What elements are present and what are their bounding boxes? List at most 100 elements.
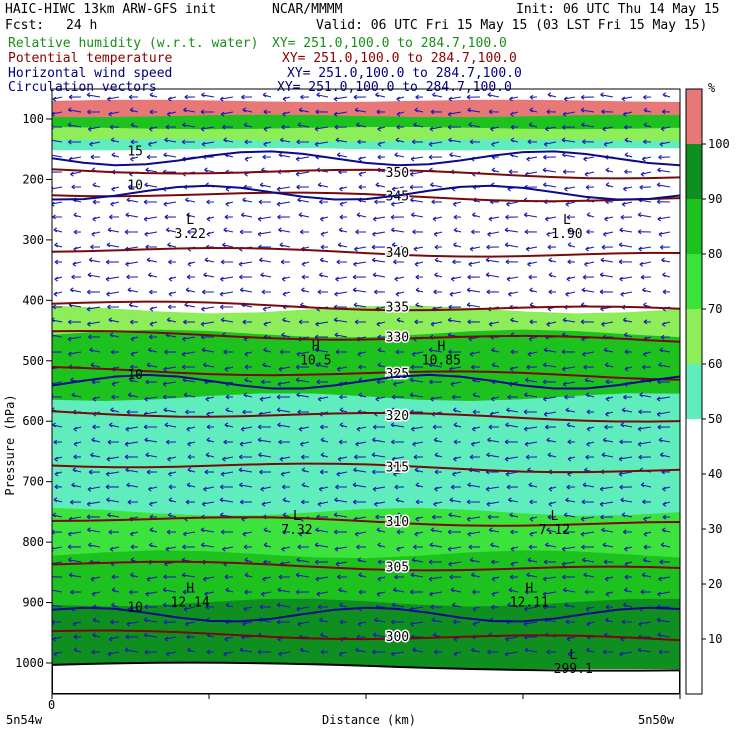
wind-vector [86, 501, 101, 507]
wind-vector [491, 347, 500, 353]
wind-vector [186, 426, 196, 432]
wind-vector [429, 379, 443, 385]
wind-vector [376, 109, 386, 115]
wind-vector [453, 227, 462, 233]
wind-vector [70, 171, 82, 177]
wind-vector [372, 632, 386, 638]
wind-vector [605, 167, 614, 173]
wind-vector [658, 362, 671, 368]
wind-vector [224, 422, 234, 428]
colorbar-segment [686, 474, 702, 530]
wind-vector [53, 497, 63, 503]
wind-vector [393, 259, 405, 265]
wind-vector [295, 572, 310, 578]
theta-line [52, 191, 680, 203]
wind-vector [526, 572, 538, 578]
wind-vector [490, 126, 500, 132]
wind-vector [433, 649, 443, 655]
wind-vector [377, 576, 386, 582]
wind-vector [485, 486, 500, 492]
wind-vector [301, 482, 310, 488]
wind-vector [469, 454, 481, 460]
wind-vector [472, 409, 481, 415]
wind-vector [277, 587, 291, 593]
wind-vector [337, 456, 348, 462]
wind-vector [244, 377, 253, 383]
wind-vector [619, 651, 633, 657]
wind-vector [505, 422, 519, 428]
wind-vector [261, 379, 272, 385]
wind-vector [110, 619, 120, 625]
wind-vector [581, 122, 595, 128]
wind-vector [87, 486, 101, 492]
y-tick-label: 900 [22, 596, 44, 610]
wind-vector [219, 96, 234, 102]
wind-vector [222, 242, 234, 248]
wind-vector [620, 422, 633, 428]
wind-vector [395, 349, 405, 355]
isotach-label: 15 [127, 144, 143, 159]
wind-vector [239, 647, 253, 653]
wind-vector [413, 454, 424, 460]
wind-vector [543, 559, 557, 565]
wind-vector [637, 441, 652, 447]
wind-vector [543, 362, 557, 368]
wind-vector [529, 531, 538, 537]
wind-vector [391, 439, 405, 445]
wind-vector [316, 92, 329, 98]
wind-vector [296, 184, 310, 190]
wind-vector [585, 454, 595, 460]
wind-vector [200, 542, 215, 548]
wind-vector [586, 621, 595, 627]
wind-vector [244, 139, 253, 145]
wind-vector [315, 362, 329, 368]
wind-vector [584, 261, 595, 267]
x-zero-label: 0 [48, 698, 55, 712]
wind-vector [69, 287, 82, 293]
wind-vector [547, 244, 557, 250]
wind-vector [450, 484, 462, 490]
wind-vector [111, 186, 120, 192]
wind-vector [413, 122, 424, 128]
theta-line [52, 329, 680, 343]
wind-vector [510, 529, 519, 535]
extremum-type: L [293, 509, 301, 524]
wind-vector [504, 242, 519, 248]
wind-vector [563, 512, 576, 518]
wind-vector [581, 499, 595, 505]
wind-vector [523, 212, 538, 218]
wind-vector [67, 122, 82, 128]
wind-vector [658, 437, 671, 443]
wind-vector [149, 126, 158, 132]
wind-vector [659, 141, 671, 147]
wind-vector [125, 212, 139, 218]
wind-vector [335, 484, 348, 490]
wind-vector [567, 259, 576, 265]
extremum-type: H [525, 582, 533, 597]
wind-vector [282, 96, 291, 102]
wind-vector [567, 456, 576, 462]
wind-vector [394, 574, 405, 580]
wind-vector [638, 454, 652, 460]
wind-vector [510, 349, 519, 355]
wind-vector [390, 214, 405, 220]
wind-vector [600, 257, 614, 263]
wind-vector [314, 559, 329, 565]
terrain [52, 661, 680, 694]
wind-vector [657, 216, 671, 222]
wind-vector [412, 441, 424, 447]
wind-vector [91, 437, 101, 443]
wind-vector [320, 452, 329, 458]
wind-vector [130, 572, 139, 578]
wind-vector [206, 199, 215, 205]
wind-vector [488, 424, 500, 430]
wind-vector [52, 201, 63, 207]
wind-vector [162, 394, 177, 400]
wind-vector [509, 512, 519, 518]
wind-vector [182, 544, 196, 550]
wind-vector [505, 471, 519, 477]
x-left-label: 5n54w [6, 713, 43, 727]
wind-vector [149, 289, 158, 295]
wind-vector [276, 602, 291, 608]
y-axis: 100 200 300 400 500 600 700 800 900 1000 [15, 112, 52, 670]
